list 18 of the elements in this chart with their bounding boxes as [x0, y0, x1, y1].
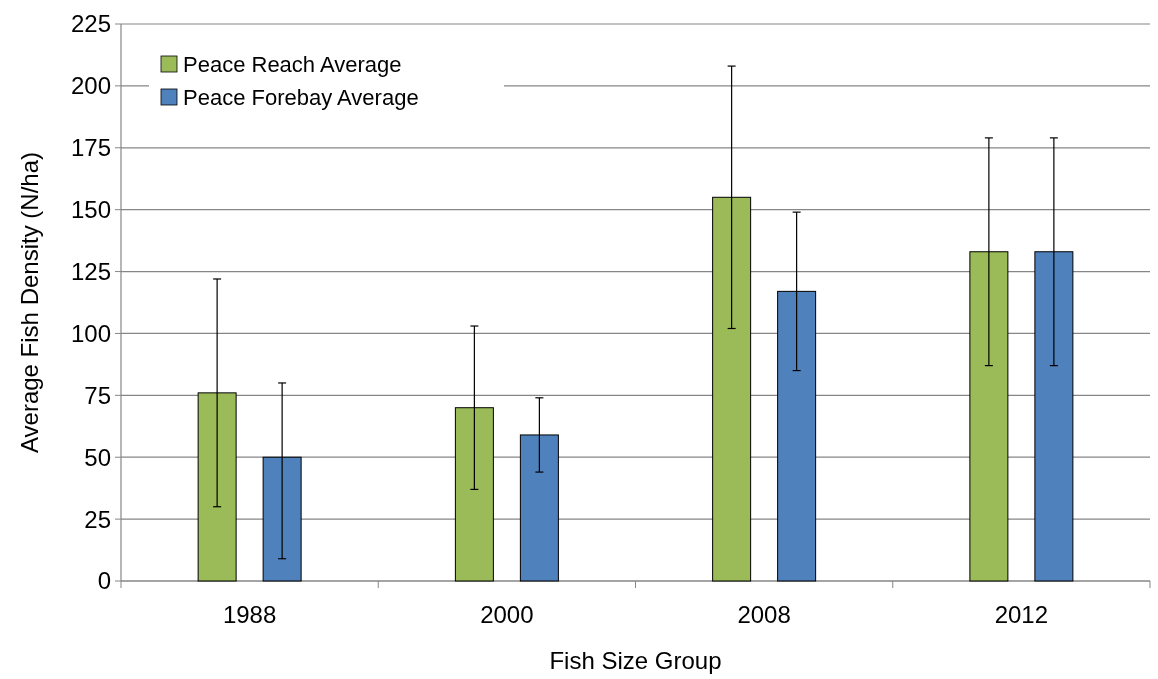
- y-tick-label: 100: [70, 319, 111, 347]
- y-tick-label: 200: [70, 72, 111, 100]
- y-tick-label: 50: [84, 443, 111, 471]
- y-tick-label: 25: [84, 505, 111, 533]
- x-tick-label: 2000: [480, 601, 534, 628]
- y-tick-label: 125: [70, 257, 111, 285]
- x-tick-label: 2008: [737, 601, 791, 628]
- y-tick-label: 225: [70, 10, 111, 38]
- x-tick-label: 1988: [222, 601, 277, 628]
- legend-label: Peace Reach Average: [183, 51, 402, 77]
- y-tick-label: 150: [70, 196, 111, 224]
- x-axis-title: Fish Size Group: [549, 647, 722, 674]
- y-tick-label: 75: [84, 381, 111, 409]
- y-axis-title: Average Fish Density (N/ha): [16, 151, 43, 454]
- legend-label: Peace Forebay Average: [183, 84, 419, 110]
- y-tick-label: 0: [97, 567, 111, 595]
- y-tick-label: 175: [70, 134, 111, 162]
- x-tick-label: 2012: [994, 601, 1049, 628]
